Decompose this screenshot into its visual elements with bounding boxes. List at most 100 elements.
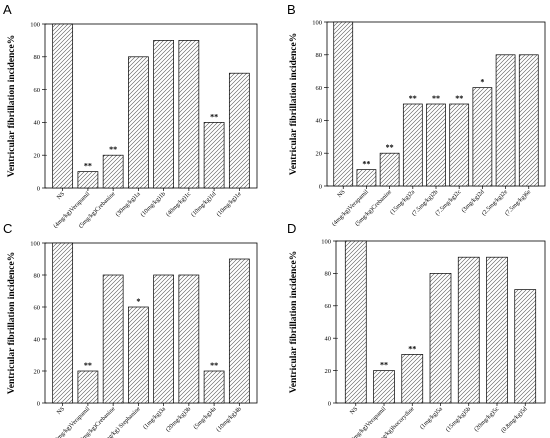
significance-marker: **: [386, 143, 394, 152]
significance-marker: **: [84, 162, 92, 171]
y-tick-label: 80: [316, 52, 323, 59]
bar: [401, 354, 424, 404]
bar: [449, 103, 470, 187]
y-tick-label: 60: [325, 303, 332, 310]
bar: [203, 370, 225, 404]
y-tick-label: 100: [30, 21, 40, 28]
bar: [356, 169, 377, 187]
bar: [457, 256, 480, 404]
y-tick-label: 40: [325, 336, 332, 343]
y-axis-label: Ventricular fibrillation incidence%: [7, 252, 17, 395]
bar: [178, 274, 200, 404]
significance-marker: **: [408, 344, 416, 353]
bar: [153, 40, 174, 189]
category-label: (10mg/kg)1e: [215, 190, 243, 218]
significance-marker: **: [380, 361, 388, 370]
category-label: NS: [349, 405, 360, 416]
panel-label: B: [287, 2, 296, 17]
significance-marker: **: [432, 94, 440, 103]
bar: [486, 256, 508, 404]
bar: [402, 103, 423, 187]
plot-frame: [44, 242, 258, 404]
significance-marker: **: [409, 94, 417, 103]
significance-marker: **: [84, 361, 92, 370]
y-axis-label: Ventricular fibrillation incidence%: [289, 251, 299, 394]
y-tick-label: 40: [34, 336, 41, 343]
y-tick-label: 80: [34, 272, 41, 279]
y-tick-label: 20: [34, 368, 41, 375]
chart-panel-a: A 0 20 40 60 80 100 Ventricular fibrillation in…: [3, 2, 258, 230]
bar: [228, 258, 250, 404]
significance-marker: **: [109, 145, 117, 154]
y-tick-label: 20: [325, 368, 332, 375]
y-tick-label: 60: [316, 85, 323, 92]
category-label: (20mg/kg)3b: [164, 405, 192, 433]
category-label: NS: [56, 190, 67, 201]
bar: [178, 40, 200, 189]
bar: [102, 154, 124, 189]
bar: [379, 152, 400, 187]
category-label: (10mg/kg)1b: [139, 190, 167, 218]
y-axis-label: Ventricular fibrillation incidence%: [7, 35, 17, 178]
significance-marker: **: [210, 361, 218, 370]
chart-panel-c: C 0 20 40 60 80 100 Ventricular fibrillation in…: [3, 221, 258, 438]
y-tick-label: 60: [34, 304, 41, 311]
bar: [128, 306, 149, 404]
bar: [429, 273, 452, 404]
category-label: (1mg/kg)3a: [142, 405, 168, 431]
panel-label: A: [3, 2, 12, 17]
bar: [373, 370, 395, 404]
category-label: (0.8mg/kg)5d: [500, 405, 530, 435]
bar: [77, 171, 99, 189]
bar: [518, 54, 539, 187]
significance-marker: *: [480, 78, 484, 87]
y-tick-label: 0: [319, 183, 322, 190]
y-tick-label: 40: [316, 118, 323, 125]
bar: [495, 54, 516, 187]
bar: [344, 240, 367, 404]
bar: [228, 72, 250, 189]
bar: [128, 56, 149, 189]
y-tick-label: 100: [321, 238, 331, 245]
bar: [77, 370, 99, 404]
chart-panel-d: D 0 20 40 60 80 100 Ventricular fibrillation in…: [287, 221, 546, 438]
bar: [203, 122, 225, 189]
category-label: (10mg/kg)4b: [215, 405, 243, 433]
category-label: NS: [56, 405, 67, 416]
category-label: (1mg/kg)5a: [419, 405, 445, 431]
panel-label: D: [287, 221, 296, 236]
bar: [514, 289, 537, 404]
y-tick-label: 40: [34, 120, 41, 127]
bar: [102, 274, 124, 404]
bar: [52, 23, 74, 189]
chart-panel-b: B 0 20 40 60 80 100 Ventricular fibrillation in…: [287, 2, 546, 228]
bar: [153, 274, 174, 404]
significance-marker: **: [455, 94, 463, 103]
bar: [426, 103, 446, 187]
bar: [52, 242, 74, 404]
y-tick-label: 20: [316, 151, 323, 158]
y-tick-label: 60: [34, 87, 41, 94]
y-tick-label: 0: [328, 400, 331, 407]
category-label: (20mg/kg)5c: [473, 405, 501, 433]
panel-label: C: [3, 221, 12, 236]
category-label: (30mg/kg)1a: [114, 190, 142, 218]
significance-marker: **: [210, 112, 218, 121]
category-label: (40mg/kg)1c: [165, 190, 193, 218]
category-label: (10mg/kg)1d: [190, 190, 218, 218]
y-axis-label: Ventricular fibrillation incidence%: [289, 33, 299, 176]
y-tick-label: 20: [34, 153, 41, 160]
y-tick-label: 100: [30, 240, 40, 247]
plot-frame: [44, 23, 258, 189]
significance-marker: *: [136, 297, 140, 306]
y-tick-label: 80: [34, 54, 41, 61]
y-tick-label: 0: [37, 185, 40, 192]
y-tick-label: 80: [325, 271, 332, 278]
bar: [333, 21, 354, 187]
category-label: (15mg/kg)5b: [444, 405, 472, 433]
category-label: NS: [336, 188, 347, 199]
category-label: (5mg/kg)4a: [192, 405, 218, 431]
y-tick-label: 100: [312, 19, 322, 26]
bar: [472, 87, 493, 187]
